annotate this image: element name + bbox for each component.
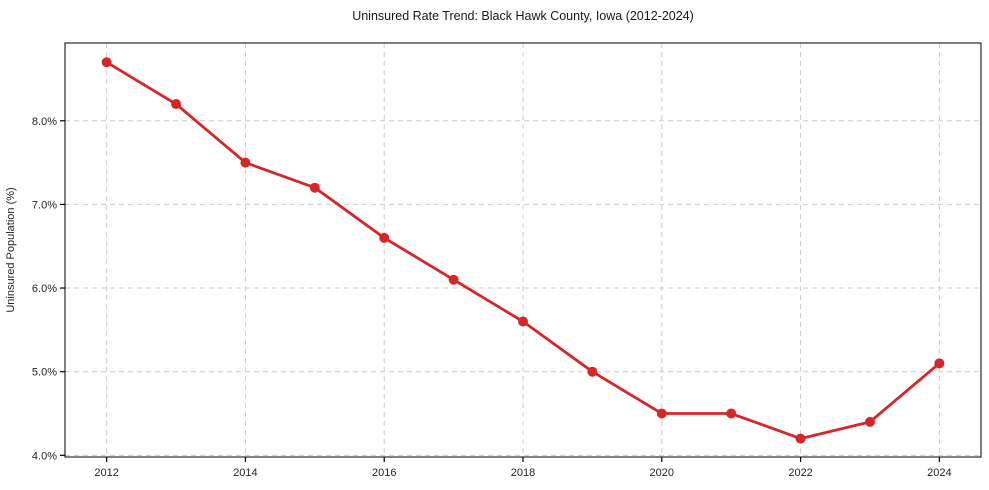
data-point-marker bbox=[518, 316, 528, 327]
y-tick-label: 8.0% bbox=[32, 116, 57, 128]
plot-area: 4.0% 5.0% 6.0% 7.0% 8.0% 2012 2014 2016 2018 2020… bbox=[32, 42, 982, 479]
data-point-marker bbox=[379, 232, 390, 243]
data-point-marker bbox=[448, 274, 459, 285]
data-point-marker bbox=[726, 408, 737, 419]
data-point-marker bbox=[934, 358, 945, 369]
data-point-marker bbox=[864, 416, 875, 427]
y-tick-label: 4.0% bbox=[32, 450, 57, 462]
y-tick-label: 5.0% bbox=[32, 367, 57, 379]
data-point-marker bbox=[309, 182, 320, 193]
x-tick-label: 2012 bbox=[94, 467, 118, 479]
data-point-marker bbox=[587, 366, 598, 377]
data-point-marker bbox=[240, 157, 251, 168]
x-tick-label: 2016 bbox=[372, 467, 396, 479]
chart-title: Uninsured Rate Trend: Black Hawk County,… bbox=[352, 9, 694, 23]
x-tick-label: 2014 bbox=[233, 467, 257, 479]
x-tick-label: 2020 bbox=[650, 467, 674, 479]
y-axis-label: Uninsured Population (%) bbox=[5, 187, 17, 312]
x-tick-label: 2018 bbox=[511, 467, 535, 479]
y-tick-label: 7.0% bbox=[32, 199, 57, 211]
data-point-marker bbox=[795, 433, 806, 444]
x-tick-label: 2022 bbox=[788, 467, 812, 479]
x-tick-label: 2024 bbox=[927, 467, 951, 479]
data-point-marker bbox=[656, 408, 667, 419]
data-point-marker bbox=[171, 99, 182, 110]
y-tick-label: 6.0% bbox=[32, 283, 57, 295]
data-point-marker bbox=[101, 57, 112, 68]
